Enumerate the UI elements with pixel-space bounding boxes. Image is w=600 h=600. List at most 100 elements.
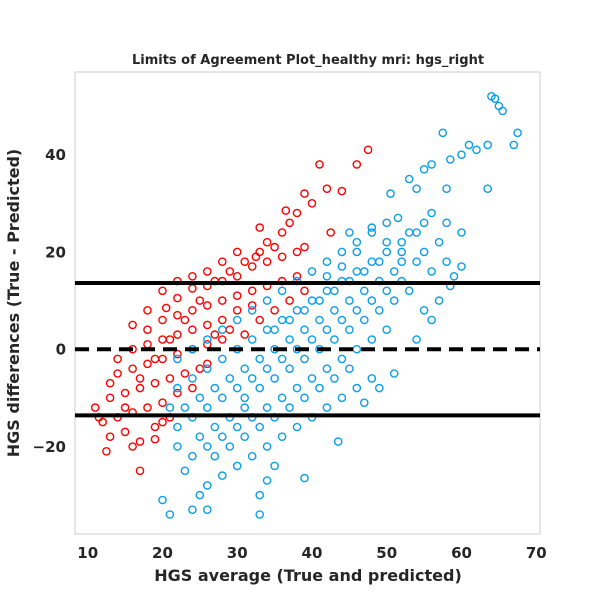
data-point xyxy=(292,383,302,393)
data-point xyxy=(173,349,182,359)
data-point xyxy=(188,505,197,515)
data-point xyxy=(150,354,160,364)
data-point xyxy=(262,257,272,267)
data-point xyxy=(202,364,212,374)
data-point xyxy=(255,383,265,393)
x-tick-label: 50 xyxy=(376,544,397,562)
data-point xyxy=(337,186,347,196)
data-point xyxy=(457,150,466,159)
data-point xyxy=(217,325,227,335)
data-point xyxy=(367,296,377,305)
data-point xyxy=(315,160,324,169)
data-point xyxy=(173,330,182,339)
x-tick-labels: 10 20 30 40 50 60 70 xyxy=(77,544,546,562)
data-point xyxy=(165,510,175,519)
data-point xyxy=(255,422,265,432)
data-point xyxy=(232,461,242,471)
data-point xyxy=(113,354,122,364)
data-point xyxy=(419,305,429,315)
data-point xyxy=(262,237,272,247)
data-point xyxy=(128,364,137,374)
data-point xyxy=(173,442,182,451)
data-point xyxy=(247,451,257,461)
data-point xyxy=(292,247,302,257)
data-point xyxy=(404,286,414,296)
data-point xyxy=(173,293,182,303)
data-point xyxy=(188,271,197,281)
data-point xyxy=(202,335,212,344)
data-point xyxy=(262,403,272,412)
data-point xyxy=(300,305,309,315)
data-point xyxy=(232,422,242,432)
data-point xyxy=(412,257,421,267)
x-tick-label: 60 xyxy=(451,544,472,562)
data-point xyxy=(285,315,294,325)
data-point xyxy=(247,374,257,383)
data-point xyxy=(307,374,317,383)
data-point xyxy=(135,437,145,446)
data-point xyxy=(217,432,227,442)
data-point xyxy=(277,432,287,442)
data-point xyxy=(330,286,339,296)
data-point xyxy=(217,257,227,267)
data-point xyxy=(105,393,115,403)
data-point xyxy=(120,388,130,398)
data-point xyxy=(397,247,407,257)
data-point xyxy=(202,359,212,369)
data-point xyxy=(419,247,429,257)
data-point xyxy=(345,296,354,305)
data-point xyxy=(345,325,354,335)
data-point xyxy=(232,383,242,393)
data-point xyxy=(277,354,287,364)
data-point xyxy=(232,315,242,325)
data-point xyxy=(173,310,182,320)
data-point xyxy=(270,325,279,335)
data-point xyxy=(359,398,369,408)
data-point xyxy=(217,315,227,325)
data-point xyxy=(397,257,407,267)
data-point xyxy=(255,510,265,519)
data-point xyxy=(255,223,265,232)
data-point xyxy=(128,442,137,451)
data-point xyxy=(217,393,227,403)
data-point xyxy=(322,257,332,267)
data-point xyxy=(352,383,362,393)
data-point xyxy=(292,422,302,432)
data-point xyxy=(202,442,212,451)
data-point xyxy=(202,267,212,276)
data-point xyxy=(102,446,111,456)
data-point xyxy=(128,320,137,330)
data-point xyxy=(217,296,227,305)
data-point xyxy=(232,247,242,257)
data-point xyxy=(300,393,309,403)
data-point xyxy=(232,305,242,315)
data-point xyxy=(277,286,287,296)
data-point xyxy=(404,228,414,237)
data-point xyxy=(180,403,190,412)
y-tick-labels: −20 0 20 40 xyxy=(33,146,66,456)
x-tick-label: 20 xyxy=(152,544,173,562)
data-point xyxy=(404,174,414,184)
x-tick-label: 30 xyxy=(227,544,248,562)
data-point xyxy=(188,374,197,383)
data-point xyxy=(427,315,436,325)
data-point xyxy=(442,257,451,267)
data-point xyxy=(255,354,265,364)
data-point xyxy=(158,315,167,325)
data-point xyxy=(113,369,122,378)
data-point xyxy=(225,442,235,451)
data-point xyxy=(337,247,347,257)
data-point xyxy=(188,325,197,335)
data-point xyxy=(277,252,287,262)
data-point xyxy=(427,267,436,276)
data-point xyxy=(292,208,302,218)
data-point xyxy=(180,369,190,378)
data-point xyxy=(270,461,279,471)
data-point xyxy=(367,374,377,383)
data-point xyxy=(352,344,362,354)
data-point xyxy=(165,374,175,383)
data-point xyxy=(345,228,354,237)
data-point xyxy=(345,364,354,374)
data-point xyxy=(307,198,317,208)
data-point xyxy=(397,237,407,247)
